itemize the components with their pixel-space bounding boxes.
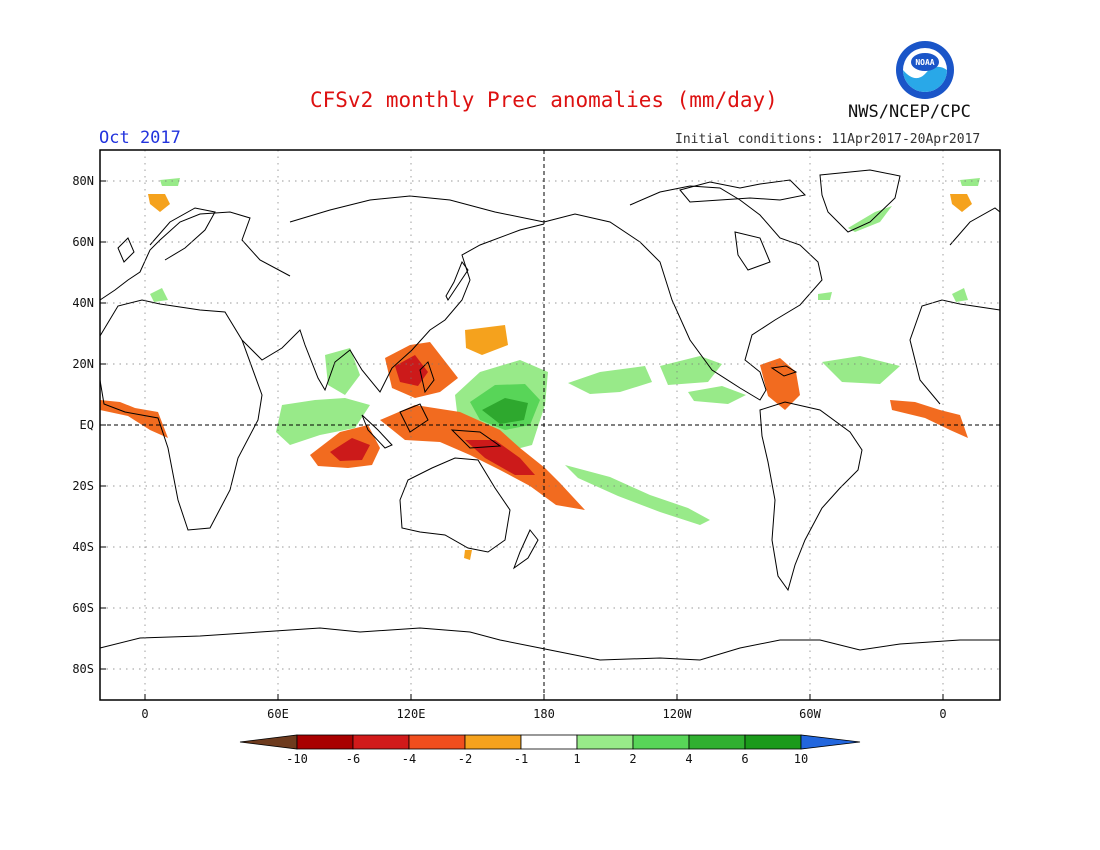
colorbar-high-arrow bbox=[800, 734, 861, 750]
dry-anomaly-north-pacific bbox=[465, 325, 508, 355]
colorbar-bin bbox=[464, 734, 522, 750]
hudson-bay bbox=[734, 231, 771, 271]
tick-marks bbox=[100, 180, 944, 700]
lon-label-180: 180 bbox=[533, 707, 555, 721]
wet-anomaly-wpac-max bbox=[482, 398, 528, 424]
colorbar-low-arrow bbox=[239, 734, 298, 750]
scandinavia-coast bbox=[149, 207, 216, 261]
colorbar-bin bbox=[352, 734, 410, 750]
lon-label-60e: 60E bbox=[267, 707, 289, 721]
north-america-coast bbox=[543, 185, 823, 401]
europe-coast-east bbox=[909, 299, 1001, 405]
graticule bbox=[100, 150, 1000, 700]
south-america-coast bbox=[759, 401, 863, 592]
arabia-india-coast bbox=[241, 223, 545, 393]
wet-anomalies bbox=[150, 178, 980, 525]
colorbar-label: -2 bbox=[457, 752, 473, 766]
lat-label-40n: 40N bbox=[72, 296, 94, 310]
logo-text: NOAA bbox=[915, 58, 934, 67]
australia-coast bbox=[399, 457, 511, 553]
borneo bbox=[399, 403, 429, 433]
dry-anomalies bbox=[100, 194, 972, 560]
wet-anomaly-bay-of-bengal bbox=[325, 348, 360, 395]
lat-label-80n: 80N bbox=[72, 174, 94, 188]
dry-anomaly-tasman bbox=[464, 550, 472, 560]
dry-anomaly-philippines-core bbox=[395, 355, 428, 386]
lon-label-120w: 120W bbox=[662, 707, 692, 721]
colorbar-bin bbox=[576, 734, 634, 750]
wet-anomaly-arctic-east bbox=[960, 178, 980, 186]
colorbar-label: 4 bbox=[685, 752, 693, 766]
colorbar-label: -4 bbox=[401, 752, 417, 766]
wet-anomaly-east-pacific-2 bbox=[688, 386, 746, 404]
dry-anomaly-greenland-sea-east bbox=[950, 194, 972, 212]
new-guinea bbox=[450, 429, 502, 449]
lat-label-20s: 20S bbox=[72, 479, 94, 493]
lon-label-120e: 120E bbox=[396, 707, 426, 721]
wet-anomaly-arctic-west bbox=[160, 178, 180, 186]
lat-label-60s: 60S bbox=[72, 601, 94, 615]
dry-anomaly-maritime-core bbox=[465, 440, 535, 475]
colorbar-bin bbox=[632, 734, 690, 750]
dry-anomaly-greenland-sea-west bbox=[148, 194, 170, 212]
lat-label-80s: 80S bbox=[72, 662, 94, 676]
colorbar-bin bbox=[744, 734, 802, 750]
lon-label-0: 0 bbox=[141, 707, 149, 721]
wet-anomaly-canada bbox=[818, 292, 832, 300]
dry-anomaly-south-indian-core bbox=[330, 438, 370, 461]
map-frame bbox=[99, 149, 1001, 701]
british-isles bbox=[117, 237, 135, 263]
wet-anomaly-europe bbox=[150, 288, 168, 302]
philippines-islands bbox=[419, 361, 435, 394]
coastlines bbox=[99, 169, 1001, 661]
wet-anomaly-greenland bbox=[848, 206, 892, 232]
colorbar bbox=[239, 734, 861, 750]
colorbar-label: 6 bbox=[741, 752, 749, 766]
reference-lines bbox=[100, 150, 1000, 700]
dry-anomaly-east-pacific-coast-east bbox=[890, 400, 968, 438]
europe-coast bbox=[99, 211, 291, 301]
wet-anomaly-atlantic bbox=[822, 356, 900, 384]
colorbar-label: 1 bbox=[573, 752, 581, 766]
colorbar-label: -10 bbox=[286, 752, 308, 766]
antarctica-coast bbox=[99, 627, 1000, 661]
wet-anomaly-europe-east bbox=[952, 288, 968, 302]
initial-conditions-label: Initial conditions: 11Apr2017-20Apr2017 bbox=[675, 132, 981, 147]
colorbar-bin bbox=[520, 734, 578, 750]
lon-label-60w: 60W bbox=[799, 707, 821, 721]
greenland bbox=[819, 169, 901, 233]
wet-anomaly-spcz bbox=[565, 465, 710, 525]
wet-anomaly-indian-ocean bbox=[276, 398, 370, 445]
arctic-islands bbox=[679, 179, 807, 203]
lat-label-20n: 20N bbox=[72, 357, 94, 371]
siberia-coast bbox=[289, 195, 545, 223]
map-title: CFSv2 monthly Prec anomalies (mm/day) bbox=[310, 88, 778, 112]
japan bbox=[445, 260, 469, 301]
colorbar-label: -6 bbox=[345, 752, 361, 766]
wet-anomaly-central-pacific bbox=[568, 366, 652, 394]
new-zealand bbox=[512, 529, 539, 570]
africa-coast bbox=[99, 299, 263, 531]
lat-label-40s: 40S bbox=[72, 540, 94, 554]
colorbar-bin bbox=[408, 734, 466, 750]
month-label: Oct 2017 bbox=[99, 128, 181, 148]
lat-label-60n: 60N bbox=[72, 235, 94, 249]
lat-label-eq: EQ bbox=[79, 418, 94, 432]
agency-label: NWS/NCEP/CPC bbox=[848, 102, 971, 122]
lon-label-0-east: 0 bbox=[939, 707, 947, 721]
colorbar-label: 10 bbox=[793, 752, 809, 766]
caribbean-islands bbox=[770, 365, 798, 377]
dry-anomaly-caribbean bbox=[760, 358, 800, 410]
colorbar-label: -1 bbox=[513, 752, 529, 766]
noaa-logo: NOAA bbox=[896, 41, 954, 99]
colorbar-bin bbox=[296, 734, 354, 750]
scandinavia-coast-east bbox=[949, 207, 1001, 246]
sumatra bbox=[361, 414, 393, 449]
colorbar-label: 2 bbox=[629, 752, 637, 766]
colorbar-bin bbox=[688, 734, 746, 750]
dry-anomaly-east-pacific-coast bbox=[100, 400, 168, 438]
dry-anomaly-maritime-continent bbox=[380, 405, 585, 510]
